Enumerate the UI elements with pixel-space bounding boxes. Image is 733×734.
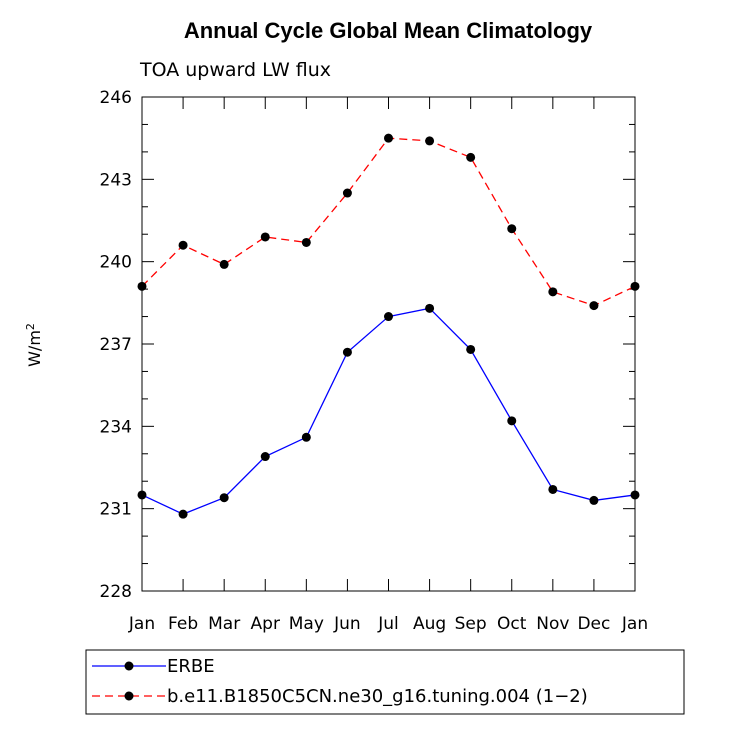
data-point [548,287,558,297]
x-tick-label: Jan [128,614,155,634]
legend-label: ERBE [167,656,215,677]
data-point [589,495,599,505]
y-axis-title: W/m2 [24,323,44,367]
data-point [260,232,270,242]
x-tick-label: Jan [621,614,648,634]
data-point [384,133,393,143]
data-point [425,136,435,146]
legend: ERBE b.e11.B1850C5CN.ne30_g16.tuning.004 … [85,649,685,715]
x-tick-label: Jun [333,614,361,634]
x-tick-label: Apr [251,614,280,634]
data-point [384,312,393,322]
y-tick-label: 231 [100,500,132,520]
y-axis-label: W/m [25,330,44,367]
x-tick-label: Aug [413,614,446,634]
data-point [548,484,558,494]
data-point [301,432,311,442]
data-point [178,240,188,250]
legend-label: b.e11.B1850C5CN.ne30_g16.tuning.004 (1−2… [167,686,588,707]
x-tick-label: Oct [497,614,527,634]
data-point [342,347,352,357]
y-tick-label: 243 [100,170,132,190]
series-2 [137,133,640,311]
legend-marker [124,691,134,701]
x-tick-label: May [289,614,324,634]
data-point [342,188,352,198]
legend-item: ERBE [92,656,215,677]
plot-frame [141,96,636,592]
data-point [178,509,188,519]
series-line [141,137,636,307]
y-tick-label: 237 [100,335,132,355]
data-point [260,452,270,462]
y-tick-label: 234 [100,417,132,437]
legend-marker [124,661,134,671]
data-point [507,224,517,234]
data-point [137,281,147,291]
x-tick-label: Sep [455,614,487,634]
data-point [219,259,229,269]
chart-title: Annual Cycle Global Mean Climatology [184,18,593,43]
data-point [630,281,640,291]
axis-ticks: Jan Feb Mar Apr May Jun Jul Aug Sep Oct Nov Dec Jan 2… [100,88,649,634]
x-tick-label: Mar [208,614,240,634]
data-point [507,416,517,426]
data-point [219,493,229,503]
data-point [630,490,640,500]
y-tick-label: 246 [100,88,132,108]
legend-item: b.e11.B1850C5CN.ne30_g16.tuning.004 (1−2… [92,686,588,707]
chart-subtitle: TOA upward LW flux [139,59,331,81]
y-tick-label: 240 [100,253,132,273]
y-tick-label: 228 [100,582,132,602]
x-tick-label: Dec [577,614,610,634]
series-layer [137,133,640,519]
x-tick-label: Jul [377,614,399,634]
series-line [141,307,636,515]
data-point [425,303,435,313]
data-point [137,490,147,500]
svg-text:W/m2: W/m2 [24,323,44,367]
series-1 [137,303,640,519]
data-point [589,301,599,311]
data-point [466,344,476,354]
data-point [301,237,311,247]
x-tick-label: Nov [536,614,569,634]
y-axis-label-superscript: 2 [24,323,37,330]
legend-box [85,649,685,715]
x-tick-label: Feb [168,614,198,634]
data-point [466,152,476,162]
